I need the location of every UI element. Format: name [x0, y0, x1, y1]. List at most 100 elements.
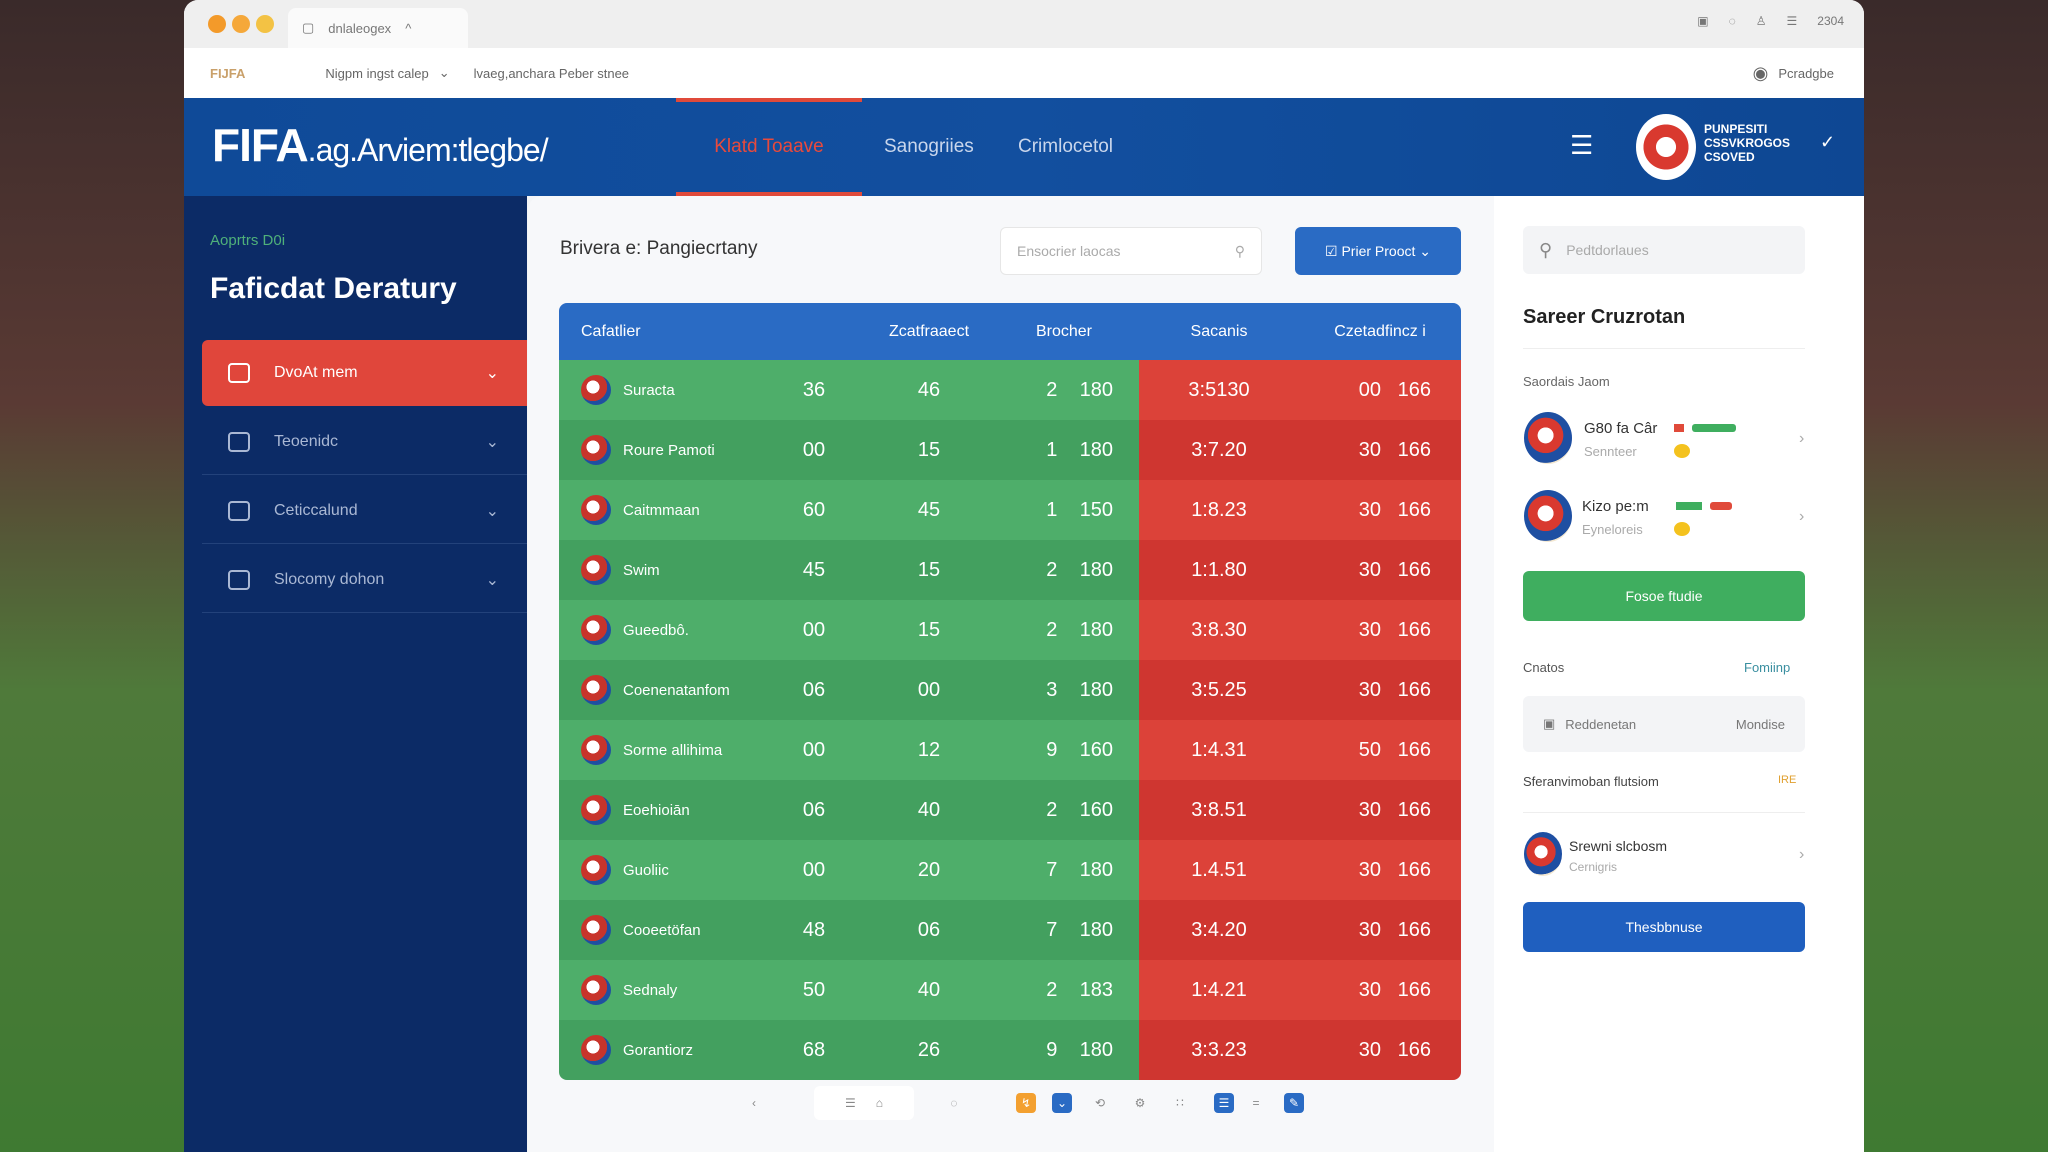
team-item-3[interactable]: Srewni slcbosm Cernigris › [1524, 832, 1814, 894]
col-header[interactable]: Brocher [989, 303, 1139, 360]
table-row[interactable]: Sednaly 50 40 2 183 1:4.21 30 166 [559, 960, 1461, 1020]
chevron-down-icon: ⌄ [438, 65, 450, 80]
hamburger-menu-icon[interactable]: ☰ [1570, 130, 1594, 160]
extension-icon[interactable]: ▣ [1697, 14, 1709, 28]
standings-table: Cafatlier Zcatfraaect Brocher Sacanis Cz… [559, 303, 1461, 1080]
user-icon[interactable]: ♙ [1755, 14, 1767, 28]
cell-value: 166 [1397, 798, 1431, 821]
cell-value: 180 [1079, 678, 1113, 701]
cell-value: 2 [1046, 378, 1058, 401]
green-action-button[interactable]: Fosoe ftudie [1523, 571, 1805, 621]
address-path[interactable]: lvaeg,anchara Peber stnee [473, 65, 630, 81]
filter-placeholder: Ensocrier laocas [1017, 243, 1121, 259]
table-row[interactable]: Gorantiorz 68 26 9 180 3:3.23 30 166 [559, 1020, 1461, 1080]
team-flag-icon [581, 675, 611, 705]
page-2-button[interactable]: ⌄ [1052, 1093, 1072, 1113]
equals-icon[interactable]: = [1252, 1096, 1260, 1110]
nav-tab-3[interactable]: Crimlocetol [1018, 136, 1114, 157]
cell-value: 2 [1046, 618, 1058, 641]
section-link[interactable]: Fomiinp [1744, 660, 1791, 675]
table-row[interactable]: Swim 45 15 2 180 1:1.80 30 166 [559, 540, 1461, 600]
minimize-window-button[interactable] [232, 15, 250, 33]
prev-page-button[interactable]: ‹ [752, 1096, 756, 1110]
cell-value: 160 [1079, 798, 1113, 821]
team-flag-icon [581, 615, 611, 645]
col-header[interactable]: Zcatfraaect [869, 303, 989, 360]
team-name: Kizo pe:m [1582, 498, 1649, 515]
browser-tab[interactable]: ▢ dnlaleogex ^ [288, 8, 468, 48]
address-dropdown[interactable]: Nigpm ingst calep [325, 65, 429, 81]
team-flag-icon [581, 855, 611, 885]
team-avatar [1524, 412, 1572, 464]
cell: 30 166 [1299, 780, 1461, 840]
maximize-window-button[interactable] [256, 15, 274, 33]
more-icon[interactable]: ∷ [1176, 1096, 1184, 1110]
close-window-button[interactable] [208, 15, 226, 33]
sidebar-item-2[interactable]: Teoenidc ⌄ [202, 409, 527, 475]
team-cell: Sorme allihima [559, 720, 759, 780]
address-bar: FIJFA Nigpm ingst calep ⌄ lvaeg,anchara P… [184, 48, 1864, 98]
col-header[interactable]: Czetadfincz i [1299, 303, 1461, 360]
sidebar-item-label: Ceticcalund [274, 501, 358, 519]
cell: 1:1.80 [1139, 540, 1299, 600]
cell: 2 183 [989, 960, 1139, 1020]
contact-box[interactable]: ▣ Reddenetan Mondise [1523, 696, 1805, 752]
cell: 30 166 [1299, 420, 1461, 480]
cell: 48 [759, 900, 869, 960]
sidebar-item-label: Teoenidc [274, 432, 339, 450]
page-title: Brivera e: Pangiecrtany [560, 238, 758, 259]
table-row[interactable]: Cooeetöfan 48 06 7 180 3:4.20 30 166 [559, 900, 1461, 960]
table-row[interactable]: Gueedbô. 00 15 2 180 3:8.30 30 166 [559, 600, 1461, 660]
page-1-button[interactable]: ↯ [1016, 1093, 1036, 1113]
cell: 45 [869, 480, 989, 540]
cell: 7 180 [989, 900, 1139, 960]
profile-icon[interactable]: ◉ [1752, 62, 1769, 83]
primary-action-button[interactable]: ☑ Prier Prooct ⌄ [1295, 227, 1461, 275]
menu-icon[interactable]: ☰ [1786, 14, 1798, 28]
profile-dropdown[interactable]: Pcradgbe [1778, 65, 1834, 81]
col-header[interactable]: Cafatlier [559, 303, 759, 360]
shield-icon[interactable]: ◌ [1728, 14, 1736, 28]
cell: 40 [869, 960, 989, 1020]
repeat-icon[interactable]: ⟲ [1094, 1096, 1106, 1110]
table-row[interactable]: Caitmmaan 60 45 1 150 1:8.23 30 166 [559, 480, 1461, 540]
image-icon [228, 500, 250, 521]
sidebar-item-3[interactable]: Ceticcalund ⌄ [202, 478, 527, 544]
table-row[interactable]: Sorme allihima 00 12 9 160 1:4.31 50 166 [559, 720, 1461, 780]
list-icon: ☰ [844, 1096, 856, 1110]
fifa-logo[interactable]: FIFA.ag.Arviem:tlegbe/ [212, 119, 549, 171]
medal-icon [1674, 444, 1690, 458]
table-row[interactable]: Suracta 36 46 2 180 3:5130 00 166 [559, 360, 1461, 420]
table-row[interactable]: Eoehioiān 06 40 2 160 3:8.51 30 166 [559, 780, 1461, 840]
team-name: Eoehioiān [623, 801, 690, 819]
list-view-button[interactable]: ☰ [1214, 1093, 1234, 1113]
team-item-1[interactable]: G80 fa Câr Sennteer › [1524, 412, 1814, 474]
cell-value: 30 [1358, 438, 1381, 461]
cell-value: 166 [1397, 558, 1431, 581]
edit-button[interactable]: ✎ [1284, 1093, 1304, 1113]
col-header[interactable]: Sacanis [1139, 303, 1299, 360]
blue-action-button[interactable]: Thesbbnuse [1523, 902, 1805, 952]
info-icon [228, 569, 250, 590]
filter-select[interactable]: Ensocrier laocas ⚲ [1000, 227, 1262, 275]
tag-icon[interactable]: ◌ [950, 1096, 958, 1110]
sidebar-item-1[interactable]: DvoAt mem ⌄ [202, 340, 527, 406]
sidebar-item-4[interactable]: Slocomy dohon ⌄ [202, 547, 527, 613]
close-tab-icon[interactable]: ^ [405, 20, 412, 36]
divider [1523, 812, 1805, 813]
team-cell: Gorantiorz [559, 1020, 759, 1080]
team-cell: Suracta [559, 360, 759, 420]
clock: 2304 [1817, 14, 1844, 28]
team-name: Sednaly [623, 981, 678, 999]
cell-value: 180 [1079, 438, 1113, 461]
team-item-2[interactable]: Kizo pe:m Eyneloreis › [1524, 490, 1814, 552]
table-row[interactable]: Coenenatanfom 06 00 3 180 3:5.25 30 166 [559, 660, 1461, 720]
view-toggle[interactable]: ☰ ⌂ [814, 1086, 914, 1120]
nav-tab-1[interactable]: Klatd Toaave [676, 98, 862, 196]
table-row[interactable]: Roure Pamoti 00 15 1 180 3:7.20 30 166 [559, 420, 1461, 480]
nav-tab-2[interactable]: Sanogriies [884, 136, 974, 157]
team-flag-icon [581, 915, 611, 945]
settings-icon[interactable]: ⚙ [1134, 1096, 1146, 1110]
search-input[interactable]: ⚲ Pedtdorlaues [1523, 226, 1805, 274]
table-row[interactable]: Guoliic 00 20 7 180 1.4.51 30 166 [559, 840, 1461, 900]
